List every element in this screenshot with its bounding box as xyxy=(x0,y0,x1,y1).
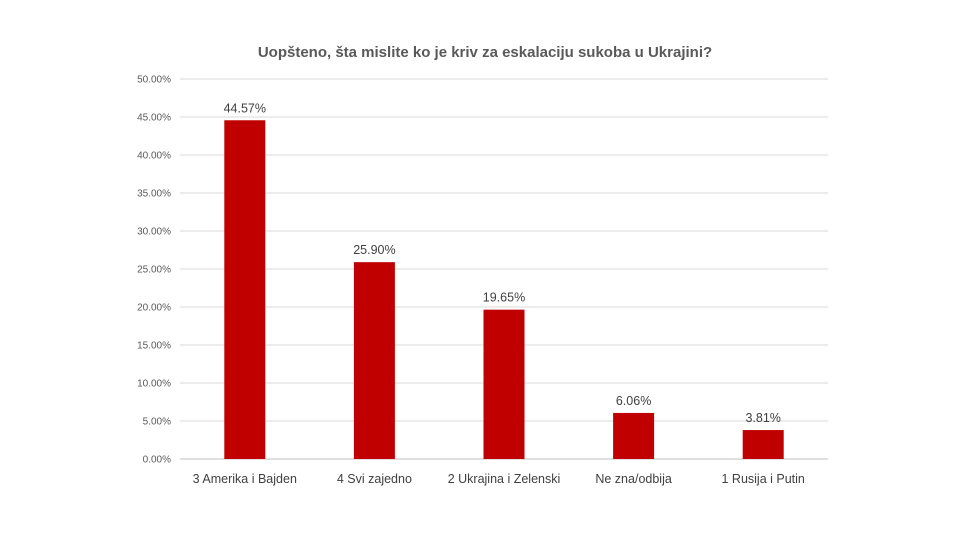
data-label: 3.81% xyxy=(745,411,780,425)
bars xyxy=(224,120,784,459)
y-axis-ticks: 0.00% 5.00% 10.00% 15.00% 20.00% 25.00% 30.00%… xyxy=(137,75,171,466)
y-tick-label: 25.00% xyxy=(137,265,171,276)
y-tick-label: 15.00% xyxy=(137,341,171,352)
data-label: 6.06% xyxy=(616,394,651,408)
bar xyxy=(224,120,266,459)
y-tick-label: 20.00% xyxy=(137,303,171,314)
x-tick-label: 3 Amerika i Bajden xyxy=(193,472,297,486)
y-tick-label: 35.00% xyxy=(137,189,171,200)
y-tick-label: 30.00% xyxy=(137,227,171,238)
x-tick-label: 4 Svi zajedno xyxy=(337,472,412,486)
bar xyxy=(353,262,395,459)
data-label: 19.65% xyxy=(483,291,525,305)
x-tick-label: Ne zna/odbija xyxy=(595,472,671,486)
bar xyxy=(742,430,784,459)
y-tick-label: 5.00% xyxy=(143,417,171,428)
y-tick-label: 0.00% xyxy=(143,455,171,466)
x-tick-label: 1 Rusija i Putin xyxy=(722,472,805,486)
bar xyxy=(483,309,525,459)
chart-title: Uopšteno, šta mislite ko je kriv za eska… xyxy=(257,44,713,61)
y-tick-label: 45.00% xyxy=(137,113,171,124)
x-axis-ticks: 3 Amerika i Bajden 4 Svi zajedno 2 Ukrajin… xyxy=(193,472,805,486)
x-tick-label: 2 Ukrajina i Zelenski xyxy=(448,472,561,486)
data-labels: 44.57% 25.90% 19.65% 6.06% 3.81% xyxy=(224,101,781,425)
data-label: 44.57% xyxy=(224,101,266,115)
data-label: 25.90% xyxy=(353,243,395,257)
y-tick-label: 50.00% xyxy=(137,75,171,86)
y-tick-label: 40.00% xyxy=(137,151,171,162)
bar xyxy=(613,412,655,459)
y-tick-label: 10.00% xyxy=(137,379,171,390)
